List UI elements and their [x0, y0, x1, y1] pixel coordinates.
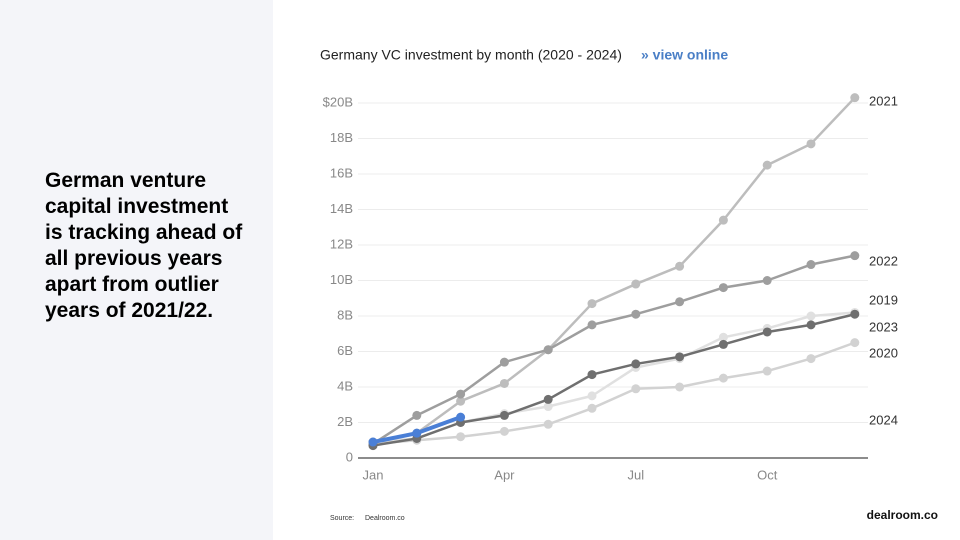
data-point	[806, 311, 816, 321]
data-point	[499, 426, 509, 436]
y-tick-label: 16B	[330, 165, 353, 180]
data-point	[762, 327, 772, 337]
series-label: 2024	[869, 412, 898, 427]
y-tick-label: 8B	[337, 307, 353, 322]
data-point	[456, 432, 466, 442]
series-line	[372, 96, 856, 444]
data-point	[587, 370, 597, 380]
data-point	[587, 320, 597, 330]
data-point	[543, 345, 553, 355]
data-point	[762, 160, 772, 170]
data-point	[675, 261, 685, 271]
series-label: 2019	[869, 292, 898, 307]
data-point	[456, 396, 466, 406]
series-line	[372, 313, 856, 447]
data-point	[587, 299, 597, 309]
data-point	[631, 359, 641, 369]
series-line	[372, 341, 856, 446]
data-point	[806, 139, 816, 149]
series-label: 2023	[869, 319, 898, 334]
data-point	[631, 279, 641, 289]
x-tick-label: Oct	[757, 467, 778, 482]
y-tick-label: $20B	[323, 94, 353, 109]
data-point	[806, 260, 816, 270]
data-point	[499, 378, 509, 388]
series-label: 2020	[869, 345, 898, 360]
data-point	[499, 357, 509, 367]
series-label: 2022	[869, 253, 898, 268]
data-point	[762, 276, 772, 285]
data-point	[587, 391, 597, 401]
y-tick-label: 6B	[337, 343, 353, 358]
y-tick-label: 18B	[330, 130, 353, 145]
x-tick-label: Apr	[494, 467, 515, 482]
data-point	[412, 428, 422, 438]
data-point	[806, 320, 816, 330]
data-point	[850, 338, 860, 348]
x-tick-label: Jan	[363, 467, 384, 482]
data-point	[675, 297, 685, 307]
data-point	[850, 251, 860, 261]
data-point	[587, 403, 597, 413]
side-panel: German venture capital investment is tra…	[0, 0, 273, 540]
data-point	[631, 309, 641, 319]
data-point	[718, 283, 728, 293]
source-label: Source:	[330, 515, 354, 522]
data-point	[675, 382, 685, 392]
view-online-link[interactable]: » view online	[641, 47, 728, 63]
data-point	[412, 410, 422, 420]
data-point	[543, 419, 553, 429]
data-point	[456, 389, 466, 399]
data-point	[850, 93, 860, 103]
y-tick-label: 10B	[330, 272, 353, 287]
data-point	[806, 354, 816, 364]
x-tick-label: Jul	[627, 467, 644, 482]
data-point	[718, 332, 728, 342]
data-point	[718, 215, 728, 225]
data-point	[456, 412, 466, 422]
y-tick-label: 4B	[337, 378, 353, 393]
y-tick-label: 0	[346, 449, 353, 464]
series-label: 2021	[869, 93, 898, 108]
data-point	[762, 366, 772, 376]
data-point	[543, 394, 553, 404]
logo: dealroom.co	[867, 508, 938, 522]
heading: German venture capital investment is tra…	[45, 169, 243, 322]
y-tick-label: 12B	[330, 236, 353, 251]
data-point	[543, 402, 553, 412]
series-line	[372, 254, 856, 445]
data-point	[718, 373, 728, 383]
data-point	[631, 384, 641, 394]
source: Dealroom.co	[365, 515, 405, 522]
data-point	[368, 437, 378, 447]
data-point	[499, 410, 509, 420]
data-point	[718, 339, 728, 349]
data-point	[850, 309, 860, 319]
y-tick-label: 2B	[337, 414, 353, 429]
data-point	[675, 352, 685, 362]
chart-title: Germany VC investment by month (2020 - 2…	[320, 47, 622, 63]
y-tick-label: 14B	[330, 201, 353, 216]
